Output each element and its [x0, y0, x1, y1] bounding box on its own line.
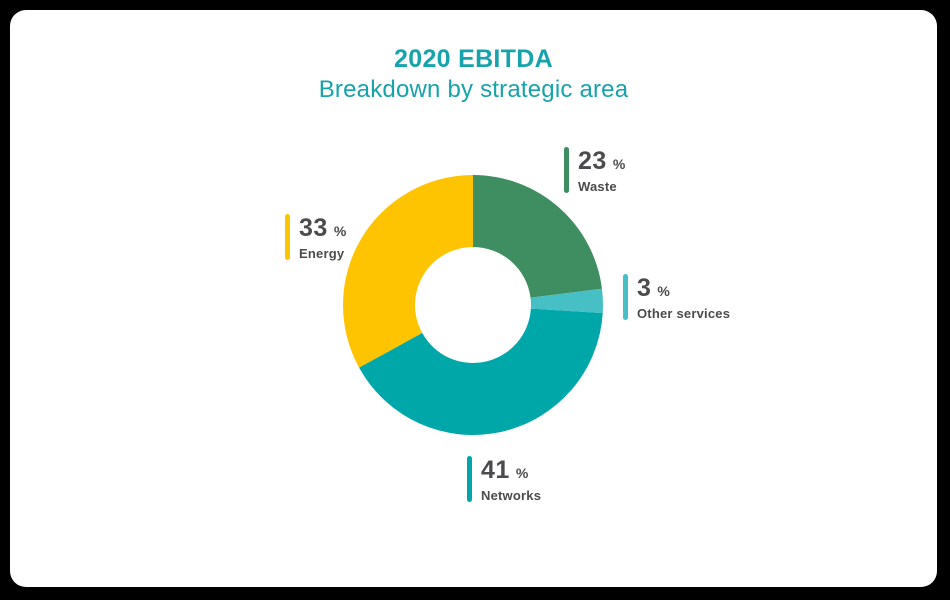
- other-services-callout-text: 3 % Other services: [637, 274, 730, 321]
- waste-percent-sign: %: [612, 156, 626, 172]
- other-services-percent-sign: %: [657, 283, 670, 299]
- callout-energy: 33 % Energy: [285, 214, 346, 261]
- chart-header: 2020 EBITDA Breakdown by strategic area: [10, 43, 937, 106]
- waste-value: 23: [578, 147, 607, 175]
- chart-card: 2020 EBITDA Breakdown by strategic area …: [10, 10, 937, 587]
- waste-color-bar: [564, 147, 569, 193]
- segment-waste: [473, 175, 602, 298]
- segment-other-services: [530, 288, 603, 314]
- callout-networks: 41 % Networks: [467, 456, 541, 503]
- other-services-color-bar: [623, 274, 628, 320]
- callout-waste: 23 % Waste: [564, 147, 625, 194]
- callout-other-services: 3 % Other services: [623, 274, 730, 321]
- networks-value: 41: [481, 456, 510, 484]
- chart-title: 2020 EBITDA: [394, 45, 553, 73]
- segment-networks: [359, 308, 603, 435]
- networks-value-row: 41 %: [481, 456, 541, 485]
- energy-value: 33: [299, 214, 328, 242]
- other-services-label: Other services: [637, 306, 731, 321]
- waste-callout-text: 23 % Waste: [578, 147, 625, 194]
- networks-callout-text: 41 % Networks: [481, 456, 541, 503]
- donut-chart: [343, 175, 603, 435]
- networks-percent-sign: %: [515, 465, 529, 481]
- energy-label: Energy: [299, 246, 345, 261]
- energy-color-bar: [285, 214, 290, 260]
- energy-callout-text: 33 % Energy: [299, 214, 346, 261]
- energy-percent-sign: %: [333, 223, 347, 239]
- other-services-value-row: 3 %: [637, 274, 730, 303]
- chart-subtitle: Breakdown by strategic area: [318, 76, 629, 103]
- networks-color-bar: [467, 456, 472, 502]
- other-services-value: 3: [637, 274, 652, 302]
- segment-energy: [343, 175, 473, 368]
- waste-value-row: 23 %: [578, 147, 625, 176]
- energy-value-row: 33 %: [299, 214, 346, 243]
- networks-label: Networks: [481, 488, 542, 503]
- waste-label: Waste: [578, 179, 617, 194]
